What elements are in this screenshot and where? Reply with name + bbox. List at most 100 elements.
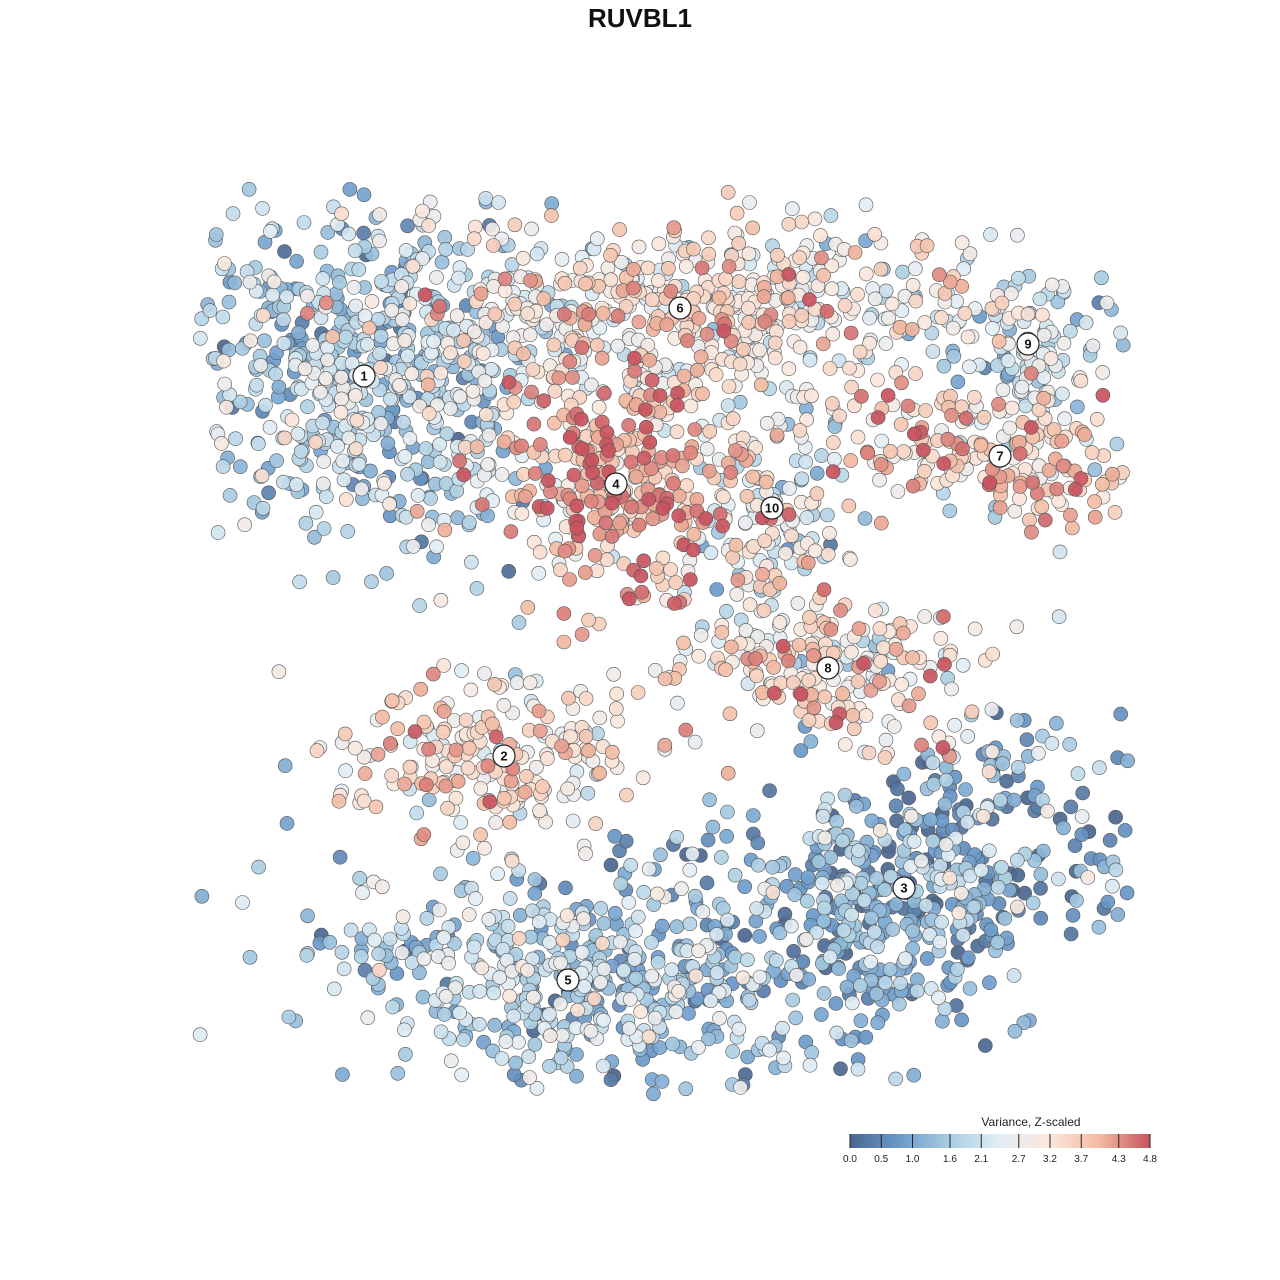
- cell-point: [516, 346, 531, 362]
- cluster-label: 2: [500, 749, 507, 764]
- cell-point: [793, 686, 809, 702]
- cell-point: [650, 954, 666, 970]
- cell-point: [984, 744, 1000, 760]
- cell-point: [894, 676, 910, 692]
- cell-point: [817, 689, 833, 705]
- cell-point: [421, 792, 437, 808]
- cell-point: [308, 434, 324, 450]
- cell-point: [669, 919, 685, 935]
- cell-point: [546, 337, 562, 353]
- cell-point: [603, 857, 619, 873]
- cell-point: [666, 476, 681, 491]
- cell-point: [638, 419, 654, 435]
- cell-point: [807, 211, 823, 227]
- cell-point: [488, 729, 504, 745]
- cell-point: [835, 686, 850, 701]
- cell-point: [553, 1050, 569, 1066]
- cell-point: [309, 743, 325, 758]
- cell-point: [668, 575, 684, 590]
- cell-point: [372, 207, 387, 222]
- cell-point: [469, 439, 485, 455]
- cell-point: [1035, 307, 1050, 323]
- cell-point: [783, 918, 799, 934]
- cell-point: [749, 723, 765, 739]
- cell-point: [416, 827, 432, 842]
- cell-point: [631, 517, 647, 533]
- cell-point: [215, 459, 231, 474]
- cell-point: [349, 412, 365, 428]
- cell-point: [334, 206, 349, 222]
- cell-point: [720, 765, 736, 781]
- cell-point: [336, 472, 352, 488]
- cell-point: [846, 721, 862, 737]
- cell-point: [355, 885, 370, 901]
- cell-point: [318, 371, 334, 386]
- cell-point: [837, 737, 853, 752]
- cell-point: [917, 315, 933, 330]
- cell-point: [883, 869, 899, 884]
- cell-point: [279, 816, 295, 831]
- cell-point: [931, 267, 947, 283]
- colorbar-tick-label: 4.8: [1143, 1154, 1157, 1165]
- cell-point: [685, 542, 701, 558]
- cell-point: [793, 743, 809, 758]
- cell-point: [1025, 895, 1041, 911]
- colorbar-tick-label: 1.0: [906, 1154, 920, 1165]
- cell-point: [456, 354, 472, 369]
- cell-point: [832, 408, 847, 424]
- cell-point: [1117, 823, 1133, 838]
- cell-point: [443, 345, 458, 361]
- cell-point: [466, 231, 482, 246]
- cell-point: [382, 496, 397, 512]
- cell-point: [1095, 365, 1110, 380]
- cell-point: [497, 271, 513, 287]
- cell-point: [417, 287, 433, 303]
- cell-point: [535, 779, 550, 794]
- cell-point: [603, 248, 618, 263]
- cell-point: [633, 568, 649, 584]
- cell-point: [802, 610, 817, 625]
- cell-point: [1062, 736, 1077, 752]
- cell-point: [907, 261, 923, 277]
- cell-point: [647, 1010, 663, 1026]
- cell-point: [621, 418, 637, 433]
- cell-point: [911, 686, 926, 702]
- cell-point: [991, 334, 1007, 349]
- cell-point: [870, 939, 885, 955]
- cell-point: [829, 1025, 845, 1041]
- cell-point: [1095, 476, 1110, 492]
- cell-point: [784, 201, 800, 216]
- cell-point: [221, 294, 237, 310]
- cell-point: [756, 289, 772, 305]
- cell-point: [1105, 466, 1120, 482]
- cell-point: [806, 700, 822, 716]
- cell-point: [789, 967, 804, 983]
- cell-point: [868, 603, 883, 618]
- cell-point: [809, 486, 825, 502]
- cell-point: [1038, 512, 1053, 528]
- cell-point: [827, 451, 842, 467]
- cell-point: [441, 955, 456, 971]
- cell-point: [315, 271, 331, 286]
- cell-point: [822, 361, 838, 376]
- cell-point: [925, 755, 941, 771]
- cell-point: [279, 289, 295, 305]
- cell-point: [603, 272, 619, 288]
- cell-point: [1011, 270, 1026, 286]
- cell-point: [636, 553, 652, 569]
- cell-point: [903, 808, 919, 824]
- cell-point: [433, 866, 448, 882]
- cell-point: [1000, 353, 1016, 368]
- cell-point: [951, 905, 967, 921]
- cell-point: [584, 452, 600, 468]
- cell-point: [863, 910, 879, 926]
- cell-point: [449, 308, 465, 324]
- cell-point: [511, 615, 527, 630]
- cell-point: [581, 743, 596, 759]
- cell-point: [778, 545, 793, 561]
- colorbar-tick-label: 1.6: [943, 1154, 957, 1165]
- cell-point: [674, 881, 689, 897]
- cell-point: [412, 598, 427, 613]
- cell-point: [689, 362, 705, 378]
- cell-point: [1095, 387, 1111, 403]
